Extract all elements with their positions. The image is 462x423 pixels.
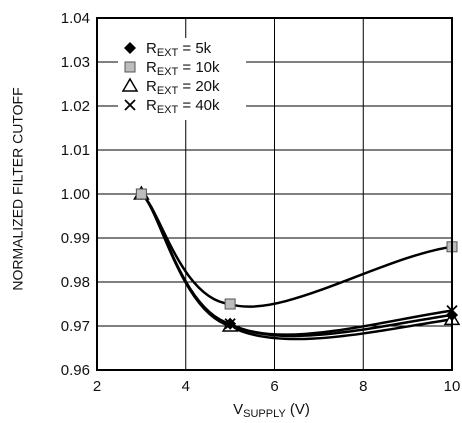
data-point-gray-square bbox=[224, 298, 236, 310]
y-tick-label: 0.97 bbox=[61, 318, 90, 335]
y-axis-label: NORMALIZED FILTER CUTOFF bbox=[10, 87, 26, 290]
y-tick-label: 1.02 bbox=[61, 98, 90, 115]
legend-entry: REXT = 40k bbox=[146, 97, 220, 116]
legend-entry: REXT = 5k bbox=[146, 40, 212, 59]
x-tick-label: 4 bbox=[182, 378, 190, 395]
series-lines bbox=[140, 192, 453, 341]
series-line bbox=[140, 192, 453, 341]
y-tick-label: 0.96 bbox=[61, 362, 90, 379]
x-tick-labels: 2 4 6 8 10 bbox=[93, 378, 461, 395]
plot-frame bbox=[96, 17, 453, 371]
legend-background bbox=[118, 38, 246, 120]
legend-marker-open-triangle bbox=[121, 77, 139, 92]
x-tick-label: 2 bbox=[93, 378, 101, 395]
legend-marker-gray-square bbox=[124, 61, 136, 73]
series-line bbox=[140, 192, 453, 336]
data-markers bbox=[133, 185, 461, 332]
x-tick-label: 8 bbox=[359, 378, 367, 395]
y-tick-label: 0.98 bbox=[61, 274, 90, 291]
y-tick-label: 0.99 bbox=[61, 230, 90, 247]
legend-entry: REXT = 20k bbox=[146, 78, 220, 97]
series-line bbox=[140, 192, 453, 338]
y-tick-labels: 0.96 0.97 0.98 0.99 1.00 1.01 1.02 1.03 1.04 bbox=[61, 10, 90, 379]
legend-entry: REXT = 10k bbox=[146, 59, 220, 78]
y-tick-label: 1.03 bbox=[61, 54, 90, 71]
y-tick-label: 1.04 bbox=[61, 10, 90, 27]
x-tick-label: 10 bbox=[444, 378, 461, 395]
legend-marker-x bbox=[124, 99, 136, 111]
x-axis-label: VSUPPLY (V) bbox=[233, 401, 310, 420]
data-point-x bbox=[224, 318, 236, 330]
legend-marker-filled-diamond bbox=[124, 42, 136, 54]
y-tick-label: 1.01 bbox=[61, 142, 90, 159]
y-tick-label: 1.00 bbox=[61, 186, 90, 203]
series-line bbox=[140, 192, 453, 308]
x-tick-label: 6 bbox=[270, 378, 278, 395]
data-point-gray-square bbox=[135, 188, 147, 200]
